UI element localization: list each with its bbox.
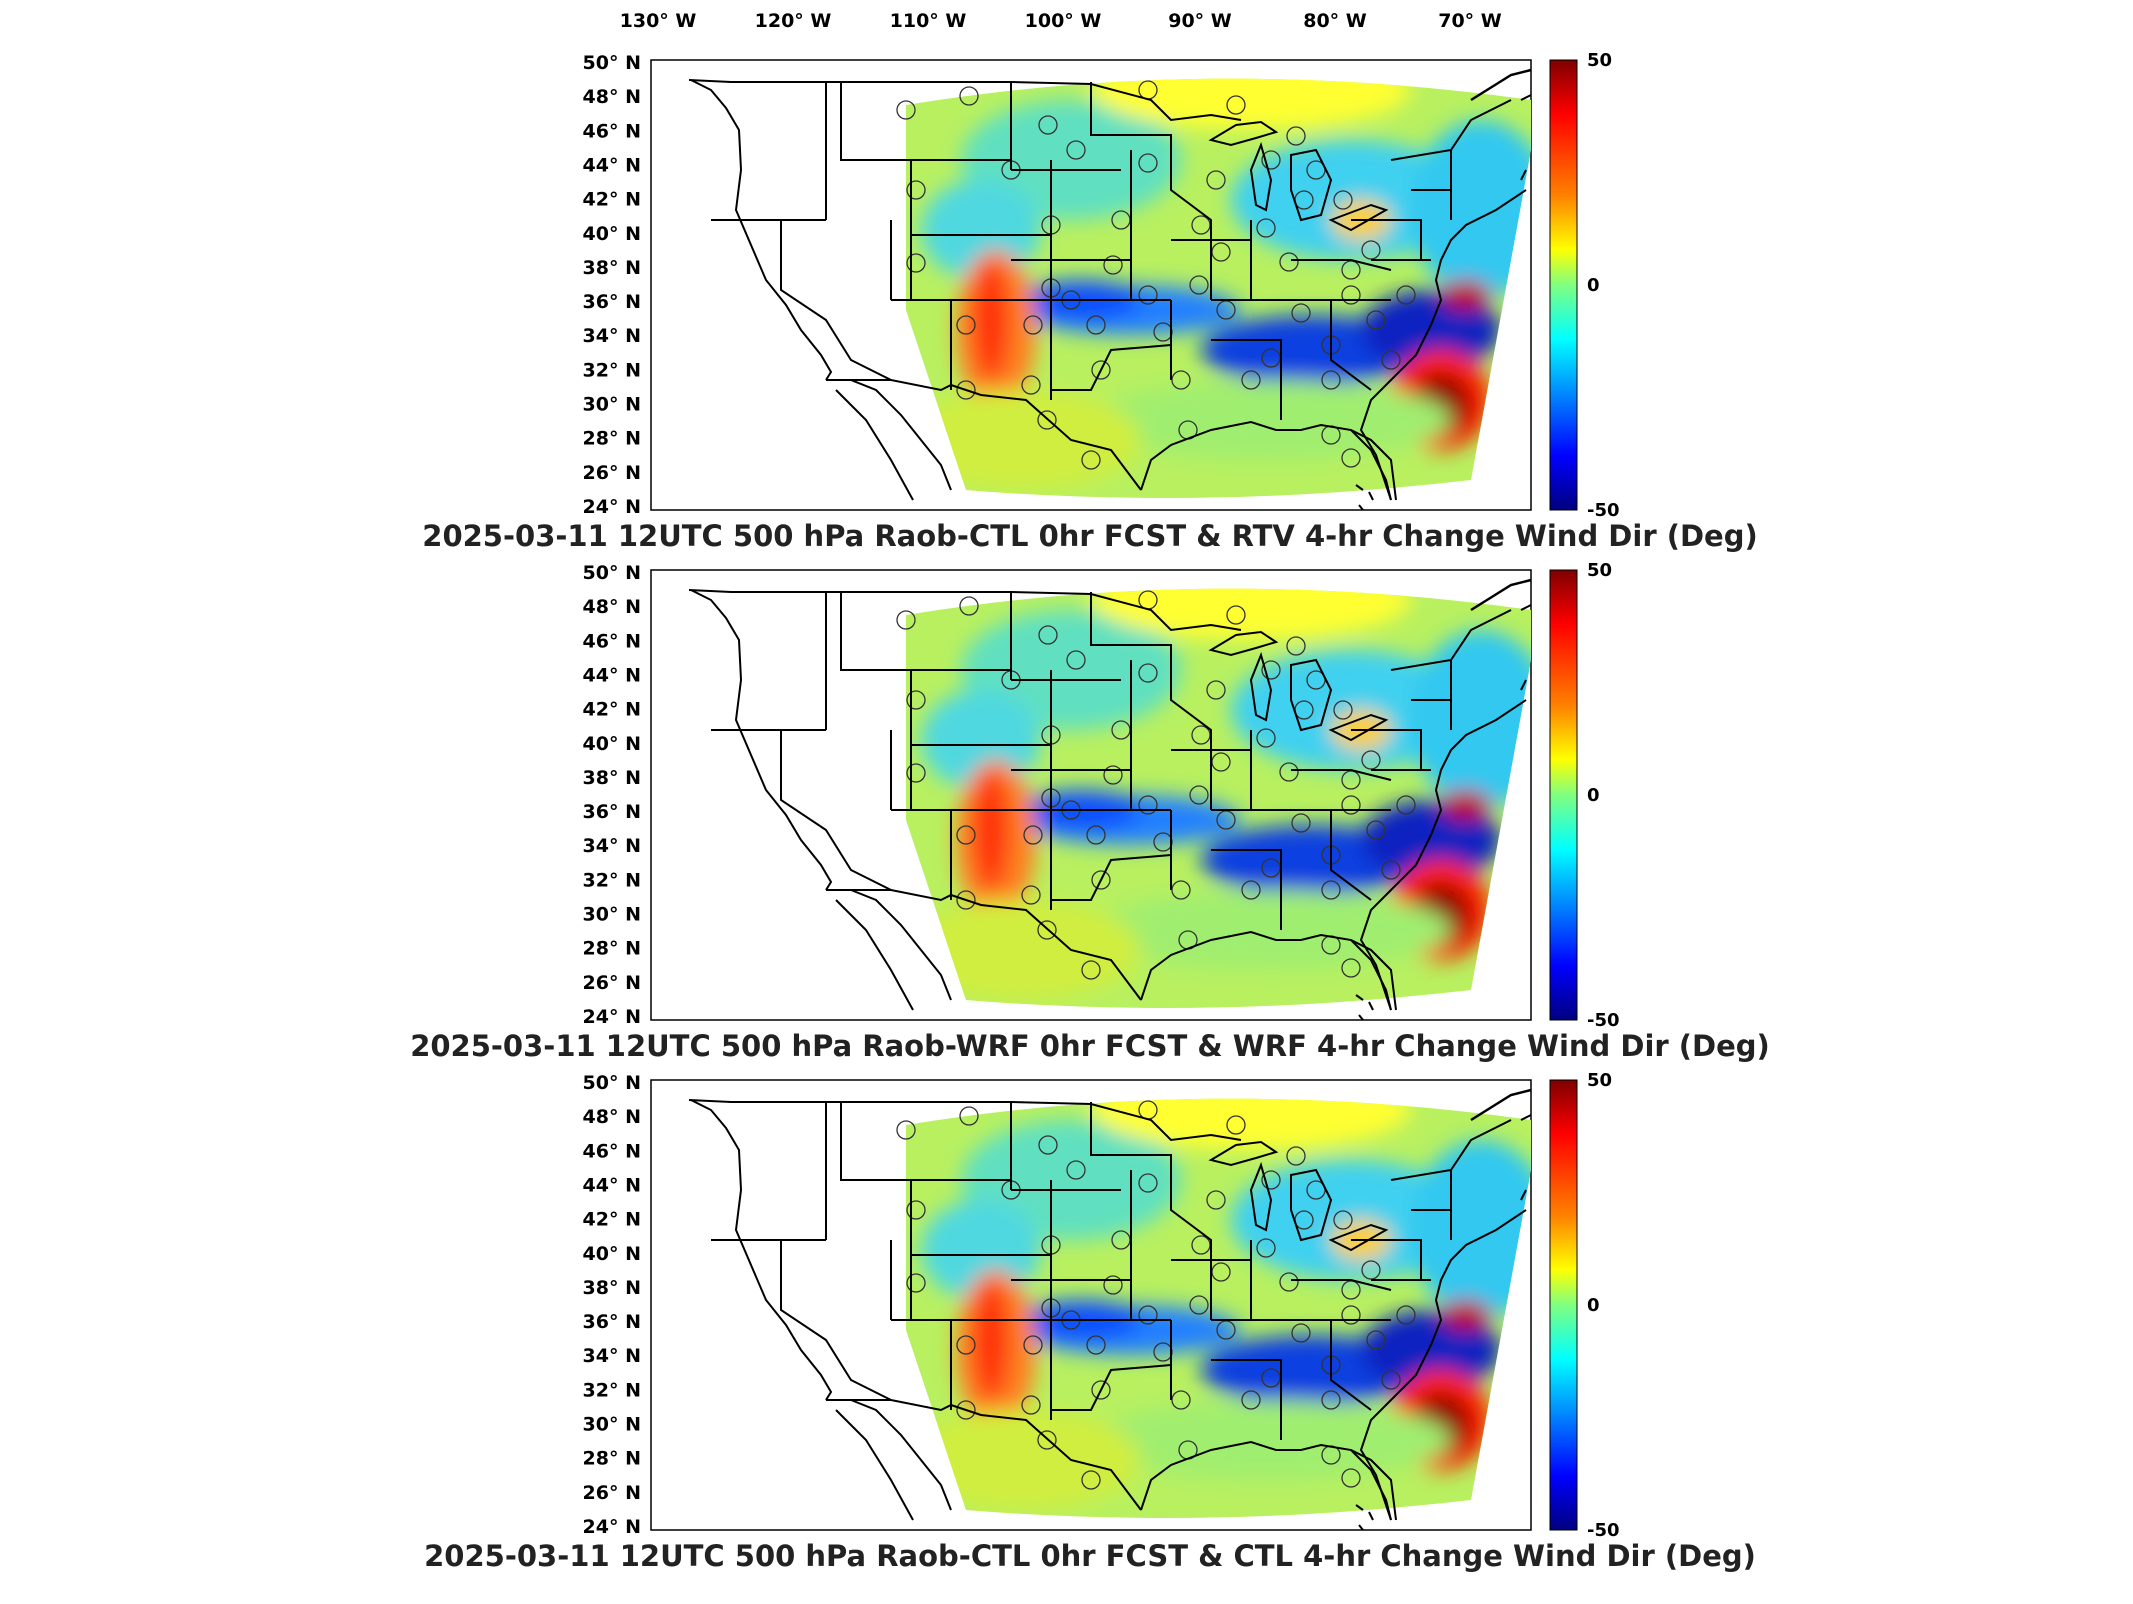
lat-tick-label: 48° N bbox=[583, 1106, 641, 1128]
colorbar bbox=[1549, 569, 1578, 1021]
lat-tick-label: 30° N bbox=[583, 904, 641, 926]
lat-tick-label: 28° N bbox=[583, 938, 641, 960]
lat-tick-label: 38° N bbox=[583, 1277, 641, 1299]
lat-tick-label: 40° N bbox=[583, 223, 641, 245]
lat-tick-label: 48° N bbox=[583, 596, 641, 618]
lat-tick-label: 28° N bbox=[583, 1448, 641, 1470]
lat-tick-label: 24° N bbox=[583, 1006, 641, 1028]
lat-tick-label: 28° N bbox=[583, 428, 641, 450]
lat-tick-label: 24° N bbox=[583, 496, 641, 518]
lat-tick-label: 50° N bbox=[583, 562, 641, 584]
lon-tick-label: 130° W bbox=[620, 10, 697, 32]
lat-tick-label: 40° N bbox=[583, 733, 641, 755]
lat-tick-label: 44° N bbox=[583, 1174, 641, 1196]
colorbar bbox=[1549, 59, 1578, 511]
map-panel: 50° N 48° N 46° N 44° N 42° N 40° N 38° N 36° N… bbox=[410, 560, 1770, 1063]
lat-tick-label: 38° N bbox=[583, 257, 641, 279]
lat-tick-label: 36° N bbox=[583, 291, 641, 313]
colorbar-tick-label: 0 bbox=[1587, 785, 1600, 806]
lon-tick-label: 100° W bbox=[1025, 10, 1102, 32]
lat-tick-label: 34° N bbox=[583, 835, 641, 857]
colorbar-tick-label: -50 bbox=[1587, 1010, 1620, 1031]
colorbar-tick-label: -50 bbox=[1587, 500, 1620, 521]
lat-tick-label: 40° N bbox=[583, 1243, 641, 1265]
lat-tick-label: 46° N bbox=[583, 630, 641, 652]
lat-tick-label: 48° N bbox=[583, 86, 641, 108]
lat-tick-label: 26° N bbox=[583, 1482, 641, 1504]
lat-tick-label: 42° N bbox=[583, 1209, 641, 1231]
lon-tick-label: 90° W bbox=[1168, 10, 1232, 32]
lat-tick-label: 32° N bbox=[583, 1379, 641, 1401]
lat-tick-label: 46° N bbox=[583, 120, 641, 142]
panel-title: 2025-03-11 12UTC 500 hPa Raob-CTL 0hr FC… bbox=[422, 519, 1757, 553]
lat-tick-label: 44° N bbox=[583, 154, 641, 176]
lat-tick-label: 30° N bbox=[583, 1414, 641, 1436]
panel-title: 2025-03-11 12UTC 500 hPa Raob-WRF 0hr FC… bbox=[410, 1029, 1770, 1063]
colorbar bbox=[1549, 1079, 1578, 1531]
lat-tick-label: 24° N bbox=[583, 1516, 641, 1538]
lon-tick-label: 70° W bbox=[1438, 10, 1502, 32]
lat-tick-label: 26° N bbox=[583, 972, 641, 994]
colorbar-tick-label: 50 bbox=[1587, 560, 1612, 581]
panel-title: 2025-03-11 12UTC 500 hPa Raob-CTL 0hr FC… bbox=[424, 1539, 1756, 1573]
colorbar-tick-label: 50 bbox=[1587, 50, 1612, 71]
lat-tick-label: 38° N bbox=[583, 767, 641, 789]
colorbar-tick-label: 0 bbox=[1587, 275, 1600, 296]
lat-tick-label: 32° N bbox=[583, 359, 641, 381]
lat-tick-label: 32° N bbox=[583, 869, 641, 891]
lat-tick-label: 42° N bbox=[583, 189, 641, 211]
lat-tick-label: 50° N bbox=[583, 1072, 641, 1094]
lat-tick-label: 30° N bbox=[583, 394, 641, 416]
lon-tick-label: 80° W bbox=[1303, 10, 1367, 32]
lat-tick-label: 34° N bbox=[583, 325, 641, 347]
map-panel: 50° N 48° N 46° N 44° N 42° N 40° N 38° N 36° N… bbox=[422, 50, 1757, 553]
lat-tick-label: 44° N bbox=[583, 664, 641, 686]
lat-tick-label: 36° N bbox=[583, 1311, 641, 1333]
lat-tick-label: 50° N bbox=[583, 52, 641, 74]
lat-tick-label: 26° N bbox=[583, 462, 641, 484]
map-panel: 50° N 48° N 46° N 44° N 42° N 40° N 38° N 36° N… bbox=[424, 1070, 1756, 1573]
lat-tick-label: 46° N bbox=[583, 1140, 641, 1162]
colorbar-tick-label: -50 bbox=[1587, 1520, 1620, 1541]
lat-tick-label: 34° N bbox=[583, 1345, 641, 1367]
lon-tick-label: 110° W bbox=[890, 10, 967, 32]
colorbar-tick-label: 0 bbox=[1587, 1295, 1600, 1316]
lon-tick-label: 120° W bbox=[755, 10, 832, 32]
colorbar-tick-label: 50 bbox=[1587, 1070, 1612, 1091]
lat-tick-label: 36° N bbox=[583, 801, 641, 823]
lat-tick-label: 42° N bbox=[583, 699, 641, 721]
